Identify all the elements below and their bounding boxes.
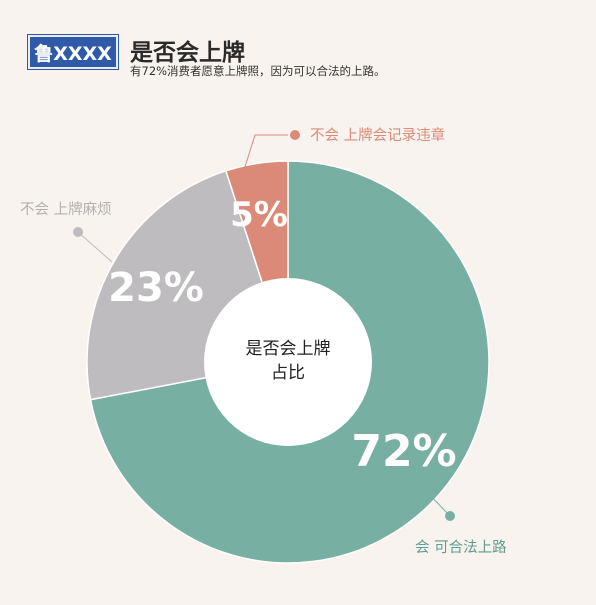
leader-weizhang [243,130,300,171]
page-title: 是否会上牌 [130,40,245,66]
slice-percent-label-buhui-mafan: 23% [108,265,204,311]
slice-category-label-buhui-weizhang: 不会 上牌会记录违章 [310,126,445,144]
slice-percent-label-buhui-weizhang: 5% [230,195,288,235]
leader-hui [422,487,455,521]
center-label-line-2: 占比 [271,363,305,383]
license-plate-badge: 鲁XXXX [28,35,118,69]
slice-category-label-hui: 会 可合法上路 [415,539,507,556]
donut-center-hole [204,278,372,446]
leader-mafan [73,227,113,263]
center-label-line-1: 是否会上牌 [246,339,331,359]
page-subtitle: 有72%消费者愿意上牌照，因为可以合法的上路。 [130,64,386,78]
slice-category-label-buhui-mafan: 不会 上牌麻烦 [20,201,112,218]
slice-percent-label-hui: 72% [351,426,456,477]
